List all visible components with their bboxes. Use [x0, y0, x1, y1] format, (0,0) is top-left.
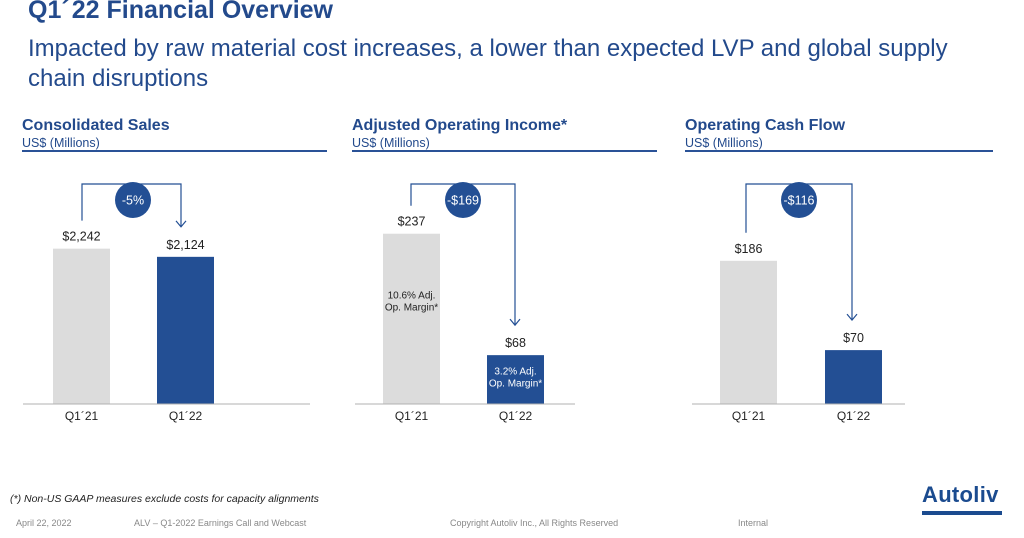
- bar-inner-label: 10.6% Adj.: [388, 290, 436, 301]
- footer-copyright: Copyright Autoliv Inc., All Rights Reser…: [450, 518, 619, 528]
- panel-title: Adjusted Operating Income*: [352, 117, 568, 134]
- footer-date: April 22, 2022: [16, 518, 72, 528]
- bar: [487, 355, 544, 404]
- data-label: $2,242: [62, 230, 100, 244]
- panel-divider: [352, 150, 657, 152]
- panel-unit: US$ (Millions): [22, 136, 100, 150]
- autoliv-logo: Autoliv: [922, 482, 999, 507]
- page-title: Q1´ 22 Financial Overview: [28, 0, 334, 24]
- change-label: -$116: [783, 194, 814, 208]
- panel-unit: US$ (Millions): [352, 136, 430, 150]
- page-subtitle: Impacted by raw material cost increases,…: [28, 35, 948, 92]
- change-label: -5%: [122, 194, 144, 208]
- arrow-head: [175, 220, 187, 228]
- footer-classification: Internal: [738, 518, 769, 528]
- footnote: (*) Non-US GAAP measures exclude costs f…: [10, 493, 319, 505]
- bar: [720, 260, 777, 404]
- change-badge: [445, 182, 481, 218]
- arrow-head: [509, 318, 521, 327]
- bar-inner-label: Op. Margin*: [385, 302, 438, 313]
- panel-consolidated-sales: Consolidated Sales US$ (Millions): [22, 117, 170, 150]
- bar: [825, 350, 882, 404]
- change-label: -$169: [447, 194, 479, 208]
- bar-inner-label: Op. Margin*: [489, 379, 542, 390]
- footer-event: ALV – Q1-2022 Earnings Call and Webcast: [134, 518, 307, 528]
- data-label: $68: [505, 336, 526, 350]
- panel-divider: [22, 150, 327, 152]
- bar: [53, 248, 110, 404]
- tick-label: Q1´21: [65, 409, 99, 423]
- data-label: $186: [735, 242, 763, 256]
- bar: [157, 256, 214, 404]
- tick-label: Q1´21: [395, 409, 429, 423]
- logo-underline: [922, 511, 1002, 515]
- panel-adjusted-operating-income: Adjusted Operating Income* US$ (Millions…: [352, 117, 567, 150]
- bar-inner-label: 3.2% Adj.: [494, 367, 536, 378]
- panel-operating-cash-flow: Operating Cash Flow US$ (Millions): [685, 117, 845, 150]
- tick-label: Q1´22: [499, 409, 533, 423]
- change-badge: [781, 182, 817, 218]
- data-label: $237: [398, 215, 426, 229]
- panel-unit: US$ (Millions): [685, 136, 763, 150]
- arrow-head: [846, 313, 858, 322]
- tick-label: Q1´21: [732, 409, 766, 423]
- panel-divider: [685, 150, 993, 152]
- panel-title: Operating Cash Flow: [685, 117, 846, 134]
- data-label: $2,124: [166, 238, 204, 252]
- tick-label: Q1´22: [169, 409, 203, 423]
- data-label: $70: [843, 331, 864, 345]
- tick-label: Q1´22: [837, 409, 871, 423]
- bar: [383, 233, 440, 404]
- change-badge: [115, 182, 151, 218]
- panel-title: Consolidated Sales: [22, 117, 170, 134]
